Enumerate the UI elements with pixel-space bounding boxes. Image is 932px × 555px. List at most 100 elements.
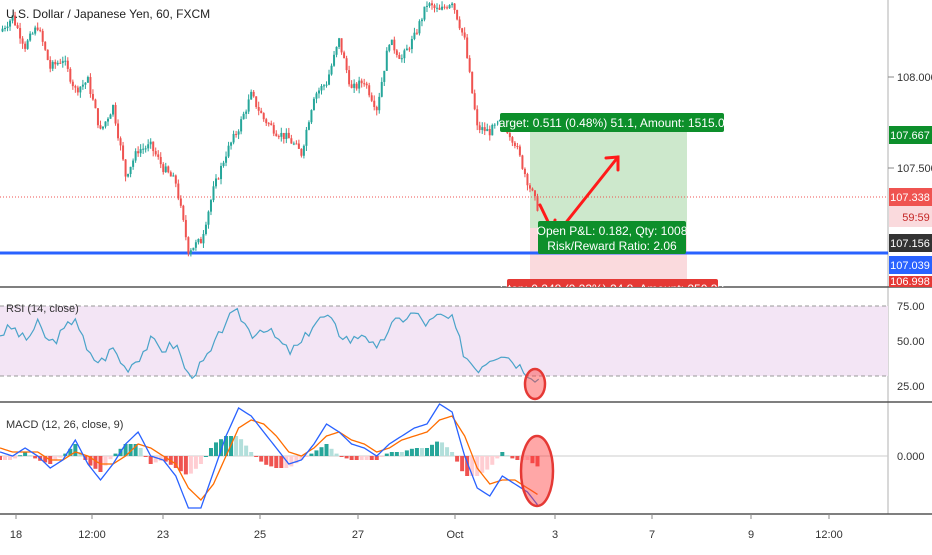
candle-body (528, 185, 531, 189)
entry-price-badge (889, 126, 932, 144)
candle-body (415, 32, 418, 34)
candle-body (41, 30, 44, 42)
candles (1, 0, 539, 257)
candle-body (328, 74, 331, 85)
open-pl-label: Open P&L: 0.182, Qty: 1008 (537, 224, 688, 238)
macd-histogram-bar (324, 444, 329, 456)
macd-histogram-bar (480, 456, 485, 473)
stop-label-box[interactable] (507, 279, 718, 299)
macd-histogram-bar (3, 456, 8, 460)
candle-body (315, 93, 318, 99)
macd-histogram-bar (208, 448, 213, 456)
candle-body (74, 86, 77, 88)
rsi-axis: 75.00 50.00 25.00 (897, 301, 925, 393)
candle-body (330, 65, 333, 75)
candle-body (86, 77, 89, 83)
entry-price-text: 107.667 (890, 130, 930, 142)
macd-histogram-bar (284, 456, 289, 468)
rsi-highlight-circle (523, 367, 547, 401)
bottom-badge-clip: 106.998 (889, 276, 932, 288)
candle-body (536, 196, 539, 211)
macd-histogram-bar (294, 456, 299, 464)
macd-histogram-bar (404, 450, 409, 456)
macd-histogram-bar (525, 456, 530, 460)
macd-histogram-bar (88, 456, 93, 466)
target-label-box[interactable] (500, 113, 724, 132)
candle-body (81, 84, 84, 87)
candle-body (26, 40, 29, 49)
macd-histogram-bar (359, 456, 364, 460)
bottom-price-text: 106.998 (890, 276, 930, 288)
profit-zone (530, 130, 687, 228)
candle-body (302, 145, 305, 156)
macd-histogram-bar (234, 436, 239, 456)
macd-pane[interactable]: MACD (12, 26, close, 9) 0.000 (0, 403, 925, 509)
candle-body (312, 98, 315, 111)
rsi-pane[interactable]: RSI (14, close) 75.00 50.00 25.00 (0, 301, 925, 401)
open-pl-box[interactable] (538, 221, 686, 254)
macd-signal-line (0, 415, 538, 501)
candle-body (164, 166, 167, 173)
candle-body (453, 3, 456, 11)
candle-body (61, 60, 64, 64)
macd-histogram-bar (424, 448, 429, 456)
macd-histogram-bar (485, 456, 490, 470)
macd-histogram-bar (158, 456, 163, 461)
candle-body (107, 118, 109, 122)
candle-body (36, 27, 39, 30)
candle-body (179, 198, 182, 206)
macd-histogram-bar (364, 456, 369, 460)
candle-body (11, 15, 14, 21)
candle-body (79, 86, 82, 93)
candle-body (159, 156, 162, 165)
macd-histogram-bar (203, 456, 208, 457)
macd-histogram-bar (379, 456, 384, 457)
candle-body (375, 106, 378, 111)
current-price-badge (889, 188, 932, 206)
macd-histogram-bar (8, 456, 13, 460)
candle-body (305, 129, 308, 146)
macd-histogram-bar (219, 439, 224, 456)
candle-body (420, 19, 423, 22)
candle-body (272, 125, 275, 134)
candle-body (383, 70, 386, 82)
candle-body (466, 37, 469, 59)
candle-body (217, 178, 220, 180)
candle-body (9, 20, 12, 27)
macd-histogram-bar (93, 456, 98, 469)
macd-histogram-bar (198, 456, 203, 464)
macd-histogram-bar (249, 452, 254, 456)
macd-histogram-bar (264, 456, 269, 465)
candle-body (290, 138, 293, 144)
candle-body (385, 50, 388, 71)
time-tick-label: 7 (649, 529, 655, 541)
candle-body (511, 137, 514, 143)
macd-histogram-bar (535, 456, 540, 467)
time-tick-label: 12:00 (78, 529, 106, 541)
macd-histogram-bar (279, 456, 284, 468)
candle-body (436, 7, 439, 9)
candle-body (220, 165, 223, 180)
candle-body (380, 81, 383, 97)
candle-body (353, 83, 356, 88)
target-label: Target: 0.511 (0.48%) 51.1, Amount: 1515… (493, 116, 732, 130)
candle-body (69, 68, 72, 82)
arrow-up-head (604, 155, 620, 172)
macd-histogram-bar (374, 456, 379, 460)
macd-histogram-bar (269, 456, 274, 467)
candle-body (390, 39, 393, 45)
macd-histogram-bar (123, 444, 128, 456)
macd-histogram-bar (289, 456, 294, 467)
candle-body (523, 168, 526, 175)
candle-body (425, 5, 428, 7)
candle-body (260, 110, 263, 114)
candle-body (59, 62, 62, 64)
candle-body (486, 129, 489, 132)
candle-body (438, 7, 441, 10)
candle-body (16, 25, 19, 29)
macd-histogram-bar (399, 452, 404, 456)
price-pane[interactable]: Target: 0.511 (0.48%) 51.1, Amount: 1515… (0, 0, 888, 299)
time-axis[interactable]: 18 12:00 23 25 27 Oct 3 7 9 12:00 (10, 514, 843, 541)
price-tick-107500: 107.500 (897, 163, 932, 175)
